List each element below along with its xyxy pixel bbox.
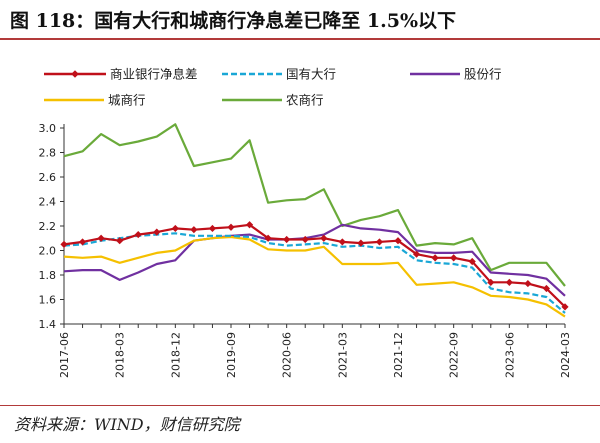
series-line-0 <box>63 223 566 308</box>
x-tick-label: 2023-06 <box>503 332 516 378</box>
y-tick-label: 1.8 <box>39 269 57 282</box>
legend-marker-0 <box>71 70 79 78</box>
x-tick-label: 2019-09 <box>225 332 238 378</box>
y-tick-label: 2.6 <box>39 171 57 184</box>
data-point-0 <box>301 235 309 244</box>
legend-label-0: 商业银行净息差 <box>110 67 198 82</box>
source-note: 资料来源：WIND，财信研究院 <box>14 415 240 434</box>
x-tick-label: 2022-09 <box>448 332 461 378</box>
y-tick-label: 2.2 <box>39 220 57 233</box>
data-point-0 <box>190 226 198 234</box>
data-point-0 <box>60 240 68 248</box>
data-point-0 <box>450 254 458 262</box>
x-tick-label: 2017-06 <box>58 332 71 378</box>
series-line-2 <box>63 223 566 297</box>
title-divider <box>0 38 600 40</box>
x-tick-label: 2024-03 <box>559 332 572 378</box>
y-tick-label: 2.8 <box>39 147 57 160</box>
y-axis: 1.4 1.6 1.8 2.0 2.2 2.4 2.6 2.8 3.0 <box>39 122 65 331</box>
data-point-0 <box>134 230 142 239</box>
data-point-0 <box>375 238 384 246</box>
legend-label-4: 农商行 <box>286 93 324 108</box>
data-point-0 <box>116 237 124 245</box>
legend-label-3: 城商行 <box>108 93 146 108</box>
x-axis: 2017-06 2018-03 2018-12 2019-09 2020-06 2021-… <box>58 323 572 378</box>
data-point-0 <box>78 238 87 246</box>
y-tick-label: 2.4 <box>39 196 57 209</box>
data-point-0 <box>227 223 235 231</box>
data-point-0 <box>412 250 421 258</box>
data-point-0 <box>320 234 328 242</box>
series-line-4 <box>63 123 566 287</box>
source-divider <box>0 405 600 406</box>
data-point-0 <box>283 235 291 244</box>
data-point-0 <box>394 237 402 245</box>
y-tick-label: 1.4 <box>39 318 57 331</box>
data-point-0 <box>264 234 272 242</box>
data-point-0 <box>505 278 513 286</box>
y-tick-label: 3.0 <box>39 122 57 135</box>
data-point-0 <box>357 239 365 247</box>
chart-title: 图 118：国有大行和城商行净息差已降至 1.5%以下 <box>10 10 457 32</box>
x-tick-label: 2021-12 <box>392 332 405 378</box>
x-tick-label: 2018-12 <box>169 332 182 378</box>
series-line-3 <box>63 235 566 318</box>
data-point-0 <box>524 279 532 288</box>
legend-label-1: 国有大行 <box>286 67 336 82</box>
x-tick-label: 2020-06 <box>281 332 294 378</box>
series-line-1 <box>63 232 566 314</box>
plot-area <box>60 123 569 318</box>
y-tick-label: 2.0 <box>39 245 57 258</box>
y-tick-label: 1.6 <box>39 294 57 307</box>
data-point-0 <box>97 234 105 242</box>
data-point-0 <box>431 254 439 262</box>
data-point-0 <box>561 303 569 311</box>
data-point-0 <box>153 228 161 236</box>
data-point-0 <box>245 221 254 229</box>
legend-label-2: 股份行 <box>464 67 502 82</box>
data-point-0 <box>338 238 346 246</box>
x-tick-label: 2021-03 <box>336 332 349 378</box>
x-tick-label: 2018-03 <box>114 332 127 378</box>
data-point-0 <box>171 224 179 233</box>
data-point-0 <box>208 224 217 233</box>
